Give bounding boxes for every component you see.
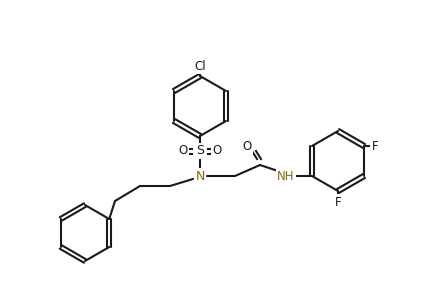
Text: O: O xyxy=(178,145,187,157)
Text: O: O xyxy=(242,139,252,152)
Text: Cl: Cl xyxy=(194,59,206,72)
Text: F: F xyxy=(335,196,341,208)
Text: NH: NH xyxy=(277,169,295,182)
Text: F: F xyxy=(371,139,378,152)
Text: O: O xyxy=(213,145,222,157)
Text: S: S xyxy=(196,145,204,157)
Text: N: N xyxy=(195,169,204,182)
